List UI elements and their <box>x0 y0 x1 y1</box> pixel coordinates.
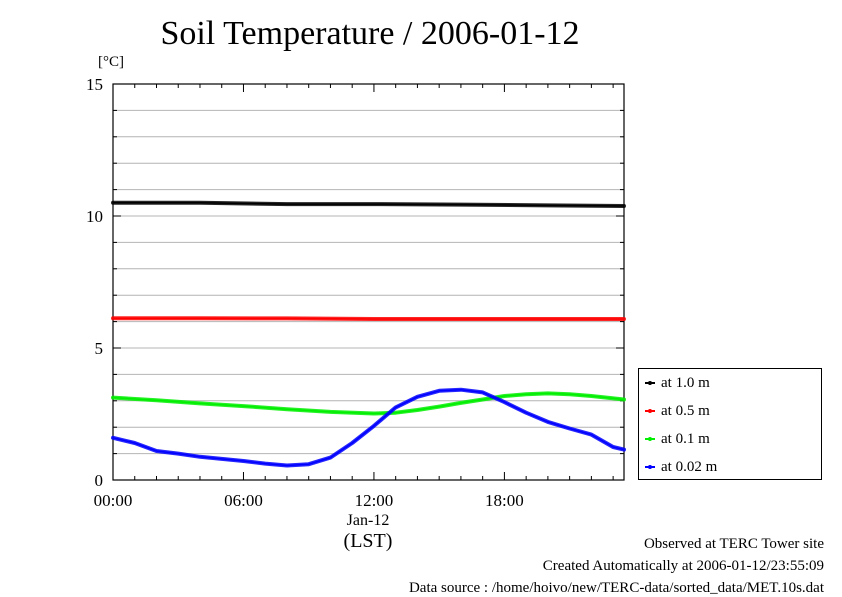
plot-frame <box>112 83 625 481</box>
x-axis-label: (LST) <box>343 530 393 552</box>
y-tick-label: 10 <box>86 207 103 226</box>
legend-item-0-1m: at 0.1 m <box>645 429 710 449</box>
legend-label: at 0.5 m <box>661 402 710 419</box>
legend: at 1.0 m at 0.5 m at 0.1 m at 0.02 m <box>638 368 822 480</box>
series-core-1 <box>113 317 624 320</box>
legend-swatch <box>645 437 655 441</box>
x-date-label: Jan-12 <box>346 512 390 529</box>
series-core-0 <box>113 202 625 207</box>
series-core-3 <box>112 388 625 467</box>
x-tick-label: 12:00 <box>355 491 394 510</box>
x-tick-label: 00:00 <box>94 491 133 510</box>
legend-label: at 1.0 m <box>661 374 710 391</box>
x-tick-label: 06:00 <box>224 491 263 510</box>
legend-swatch <box>645 465 655 469</box>
legend-label: at 0.1 m <box>661 430 710 447</box>
legend-item-0-5m: at 0.5 m <box>645 401 710 421</box>
legend-item-1m: at 1.0 m <box>645 373 710 393</box>
y-tick-label: 15 <box>86 75 103 94</box>
legend-label: at 0.02 m <box>661 458 718 475</box>
legend-item-0-02m: at 0.02 m <box>645 457 717 477</box>
series-core-2 <box>112 392 625 415</box>
y-axis-unit: [°C] <box>98 54 124 70</box>
chart-title: Soil Temperature / 2006-01-12 <box>160 15 580 52</box>
y-tick-label: 0 <box>95 471 104 490</box>
footer-created: Created Automatically at 2006-01-12/23:5… <box>542 558 824 574</box>
legend-swatch <box>645 381 655 385</box>
legend-swatch <box>645 409 655 413</box>
series-line-2 <box>111 391 626 416</box>
footer-source: Data source : /home/hoivo/new/TERC-data/… <box>408 580 824 596</box>
y-tick-label: 5 <box>95 339 104 358</box>
x-tick-label: 18:00 <box>485 491 524 510</box>
footer-observed: Observed at TERC Tower site <box>643 536 824 552</box>
